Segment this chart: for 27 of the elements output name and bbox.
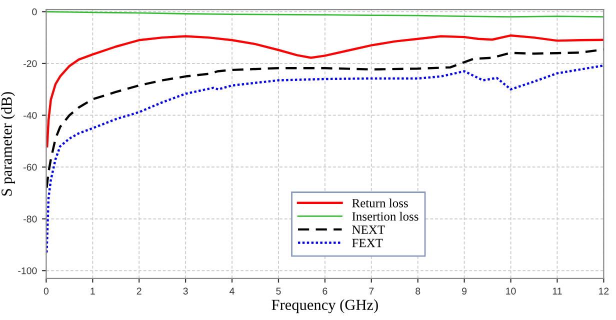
legend-label: NEXT [352,226,385,234]
legend-label: FEXT [352,238,383,248]
x-tick-label: 6 [322,288,328,295]
y-tick-label: -100 [18,267,37,274]
y-tick-label: 0 [32,8,37,16]
x-tick-label: 3 [183,288,188,295]
line-series [46,34,604,148]
x-tick-label: 12 [599,288,609,294]
x-tick-label: 9 [462,288,467,295]
x-tick-label: 5 [276,288,281,295]
line-series [46,64,604,254]
legend-label: Insertion loss [352,212,418,221]
x-tick-label: 1 [90,288,95,294]
y-axis-title: S parameter (dB) [1,92,15,196]
y-tick-label: -60 [24,164,37,171]
legend-label: Return loss [352,198,408,208]
y-tick-label: -40 [24,112,37,119]
x-tick-label: 11 [552,288,562,294]
y-tick-label: -20 [24,60,37,68]
x-tick-label: 4 [230,288,234,294]
x-tick-label: 10 [506,288,516,295]
y-tick-label: -80 [24,216,37,222]
x-tick-label: 0 [44,288,49,295]
x-tick-label: 8 [416,288,420,295]
x-axis-title: Frequency (GHz) [272,299,378,314]
x-tick-label: 7 [369,288,374,294]
x-tick-label: 2 [136,288,142,294]
